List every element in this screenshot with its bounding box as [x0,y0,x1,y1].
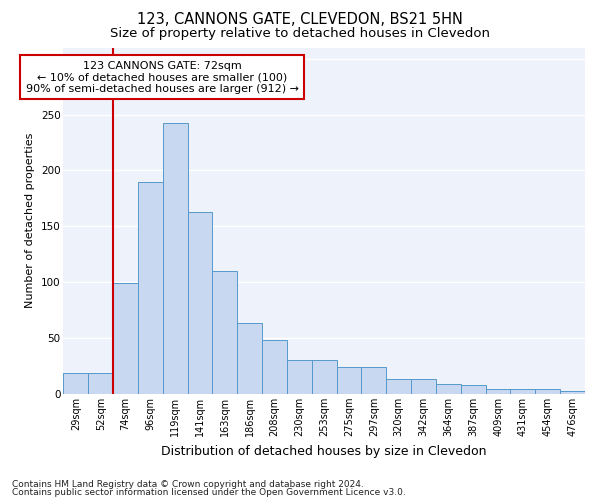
Text: Contains public sector information licensed under the Open Government Licence v3: Contains public sector information licen… [12,488,406,497]
Bar [361,367,386,394]
Bar [485,390,511,394]
X-axis label: Distribution of detached houses by size in Clevedon: Distribution of detached houses by size … [161,444,487,458]
Bar [212,271,238,394]
Bar [461,385,485,394]
Bar [386,380,411,394]
Bar [411,380,436,394]
Text: 123, CANNONS GATE, CLEVEDON, BS21 5HN: 123, CANNONS GATE, CLEVEDON, BS21 5HN [137,12,463,28]
Bar [113,284,138,394]
Bar [535,390,560,394]
Y-axis label: Number of detached properties: Number of detached properties [25,133,35,308]
Bar [188,212,212,394]
Text: Size of property relative to detached houses in Clevedon: Size of property relative to detached ho… [110,28,490,40]
Bar [64,372,88,394]
Bar [337,367,361,394]
Bar [436,384,461,394]
Bar [238,324,262,394]
Text: Contains HM Land Registry data © Crown copyright and database right 2024.: Contains HM Land Registry data © Crown c… [12,480,364,489]
Bar [560,390,585,394]
Bar [312,360,337,394]
Bar [88,372,113,394]
Bar [138,182,163,394]
Bar [262,340,287,394]
Text: 123 CANNONS GATE: 72sqm
← 10% of detached houses are smaller (100)
90% of semi-d: 123 CANNONS GATE: 72sqm ← 10% of detache… [26,60,299,94]
Bar [163,124,188,394]
Bar [287,360,312,394]
Bar [511,390,535,394]
